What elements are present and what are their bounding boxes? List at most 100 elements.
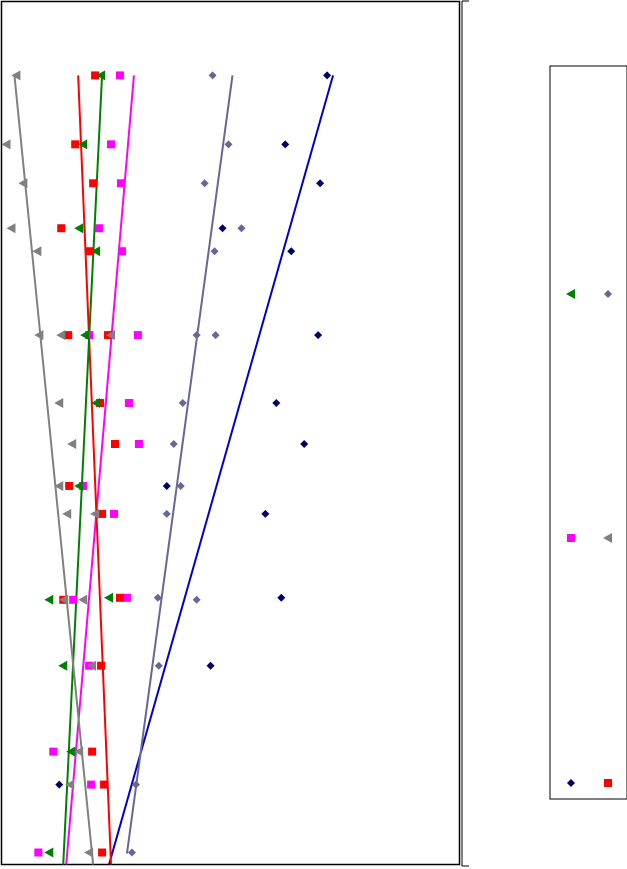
data-point-s6-18 [65, 779, 75, 790]
data-point-s5-1 [96, 70, 106, 81]
data-point-s1-8 [300, 439, 309, 448]
data-point-s1-10 [261, 509, 270, 518]
data-point-s6-16 [87, 660, 97, 671]
data-point-s2-6 [192, 331, 201, 340]
data-point-s5-5 [80, 330, 90, 341]
data-point-s6-2 [1, 139, 11, 150]
data-point-s5-3 [74, 223, 84, 234]
data-point-s2-15 [131, 780, 140, 789]
data-point-s5-2 [78, 139, 88, 150]
data-point-s3-2 [107, 140, 116, 149]
data-point-s4-3 [89, 179, 98, 188]
legend-marker-1 [566, 289, 575, 299]
data-point-s6-19 [84, 847, 94, 858]
trend-line-2 [125, 75, 234, 854]
data-point-s3-11 [110, 509, 119, 518]
data-point-s1-6 [314, 331, 323, 340]
data-point-s2-8 [178, 399, 187, 408]
data-point-s6-17 [74, 746, 84, 757]
data-point-s6-4 [6, 223, 16, 234]
data-markers [1, 70, 332, 858]
data-point-s6-9 [54, 398, 64, 409]
data-point-s6-13 [90, 508, 100, 519]
data-point-s3-16 [87, 780, 96, 789]
data-point-s3-5 [117, 247, 126, 256]
data-point-s6-11 [54, 480, 64, 491]
data-point-s1-3 [316, 179, 325, 188]
data-point-s4-1 [91, 71, 100, 80]
data-point-s2-3 [200, 179, 209, 188]
data-point-s2-7 [211, 331, 220, 340]
data-point-s3-9 [134, 439, 143, 448]
data-point-s4-15 [88, 747, 97, 756]
data-point-s2-16 [127, 848, 136, 857]
data-point-s2-9 [169, 439, 178, 448]
data-point-s4-10 [65, 481, 74, 490]
data-point-s4-11 [98, 509, 107, 518]
data-point-s5-11 [66, 746, 76, 757]
data-point-s4-14 [97, 661, 106, 670]
legend-box [549, 65, 627, 800]
data-point-s6-3 [18, 178, 28, 189]
legend-marker-6 [604, 779, 612, 787]
data-point-s4-17 [98, 848, 107, 857]
data-point-s3-17 [34, 848, 43, 857]
data-point-s3-4 [95, 224, 104, 233]
data-point-s5-9 [104, 592, 114, 603]
data-point-s6-8 [106, 330, 116, 341]
data-point-s3-12 [69, 595, 78, 604]
data-point-s6-7 [56, 330, 66, 341]
data-point-s2-1 [208, 71, 217, 80]
trend-line-4 [77, 75, 113, 865]
data-point-s4-2 [71, 140, 80, 149]
data-point-s2-12 [153, 593, 162, 602]
data-point-s5-7 [74, 480, 84, 491]
legend-marker-4 [603, 533, 612, 543]
data-point-s5-12 [44, 847, 54, 858]
data-point-s2-14 [154, 661, 163, 670]
trend-line-3 [65, 75, 135, 865]
data-point-s6-5 [32, 246, 42, 257]
data-point-s6-1 [11, 70, 21, 81]
data-point-s1-2 [281, 140, 290, 149]
data-point-s1-12 [206, 661, 215, 670]
data-point-s1-9 [162, 481, 171, 490]
legend-marker-5 [567, 779, 575, 787]
data-point-s1-7 [272, 399, 281, 408]
data-point-s1-13 [55, 780, 64, 789]
plot-frame [0, 0, 469, 867]
data-point-s6-10 [67, 438, 77, 449]
data-point-s3-15 [49, 747, 58, 756]
data-point-s3-1 [115, 71, 124, 80]
data-point-s4-5 [85, 247, 94, 256]
data-point-s2-2 [224, 140, 233, 149]
trend-line-6 [13, 75, 95, 865]
legend [549, 65, 627, 800]
data-point-s2-5 [210, 247, 219, 256]
data-point-s6-12 [62, 508, 72, 519]
data-point-s1-1 [323, 71, 332, 80]
data-point-s6-14 [59, 594, 69, 605]
legend-marker-2 [604, 290, 612, 298]
data-point-s1-4 [218, 224, 227, 233]
trend-line-1 [108, 75, 335, 865]
trend-line-5 [62, 75, 104, 865]
data-point-s2-10 [176, 481, 185, 490]
data-point-s1-11 [277, 593, 286, 602]
data-point-s4-4 [57, 224, 66, 233]
data-point-s2-11 [162, 509, 171, 518]
data-point-s2-4 [237, 224, 246, 233]
legend-marker-3 [567, 534, 575, 542]
data-point-s3-8 [124, 399, 133, 408]
data-point-s4-16 [100, 780, 109, 789]
data-point-s1-5 [287, 247, 296, 256]
data-point-s3-3 [116, 179, 125, 188]
data-point-s6-15 [78, 594, 88, 605]
data-point-s2-13 [192, 595, 201, 604]
data-point-s5-10 [58, 660, 68, 671]
data-point-s3-7 [133, 331, 142, 340]
data-point-s5-8 [44, 594, 54, 605]
data-point-s4-6 [64, 331, 73, 340]
data-point-s6-6 [34, 330, 44, 341]
